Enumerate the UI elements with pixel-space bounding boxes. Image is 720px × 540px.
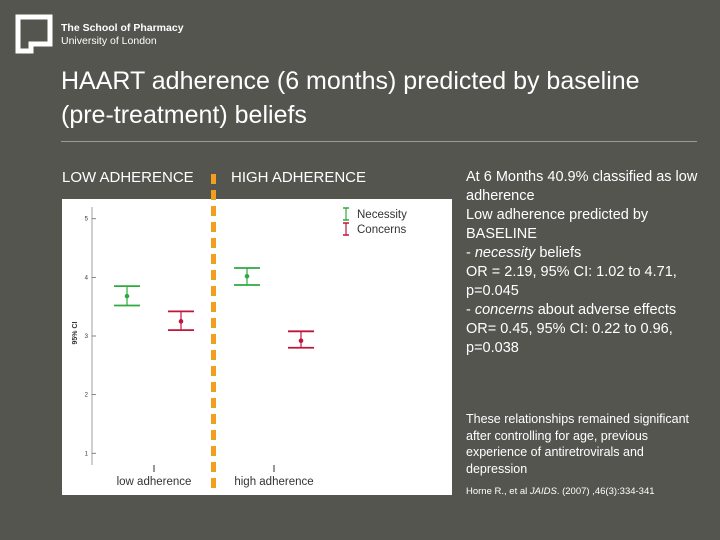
slide-title: HAART adherence (6 months) predicted by … [61,67,640,129]
summary-text: At 6 Months 40.9% classified as low adhe… [466,168,711,358]
chart-svg: 1 2 3 4 5 95% CI low adherence high adherence Ne… [72,207,407,488]
y-axis-label: 95% CI [72,321,79,344]
necessity-line: - necessity beliefs [466,244,711,263]
necessity-low-adherence-mean-point [124,293,130,299]
necessity-prefix: - [466,245,475,261]
legend-concerns-label: Concerns [357,224,406,236]
reference-journal: JAIDS [529,486,557,497]
concerns-high-adherence-mean-point [298,338,304,343]
high-adherence-label: HIGH ADHERENCE [231,169,367,186]
y-tick-label-2: 2 [85,393,89,399]
concerns-word: concerns [474,302,534,318]
necessity-high-adherence-mean-point [244,273,250,279]
necessity-word: necessity [474,245,536,261]
reference: Horne R., et al JAIDS. (2007) ,46(3):334… [466,486,706,498]
pharmacy-logo-icon [15,14,53,54]
controls-note: These relationships remained significant… [466,412,690,476]
reference-authors: Horne R., et al [466,486,530,497]
concerns-prefix: - [466,302,475,318]
necessity-stats: OR = 2.19, 95% CI: 1.02 to 4.71, p=0.045 [466,264,677,299]
concerns-suffix: about adverse effects [533,302,677,318]
x-tick-label-high-adherence: high adherence [234,476,313,488]
legend-necessity-label: Necessity [357,209,407,221]
necessity-suffix: beliefs [535,245,582,261]
y-tick-label-5: 5 [85,217,89,223]
y-tick-label-1: 1 [85,451,89,457]
summary-line-2: Low adherence predicted by BASELINE [466,207,649,242]
concerns-low-adherence-mean-point [178,319,184,324]
low-adherence-label: LOW ADHERENCE [62,169,194,186]
y-tick-label-3: 3 [85,334,89,340]
reference-rest: . (2007) ,46(3):334-341 [556,486,655,497]
institution-line-1: The School of Pharmacy [61,22,184,34]
x-tick-label-low-adherence: low adherence [117,476,192,488]
adherence-divider [211,174,216,494]
title-divider [61,141,697,142]
concerns-stats: OR= 0.45, 95% CI: 0.22 to 0.96, p=0.038 [466,321,673,356]
summary-line-1: At 6 Months 40.9% classified as low adhe… [466,169,698,204]
belief-chart: 1 2 3 4 5 95% CI low adherence high adherence Ne… [62,199,452,495]
institution-line-2: University of London [61,35,157,47]
y-tick-label-4: 4 [85,275,89,281]
concerns-line: - concerns about adverse effects [466,301,711,320]
institution-name: The School of Pharmacy University of Lon… [61,22,184,48]
